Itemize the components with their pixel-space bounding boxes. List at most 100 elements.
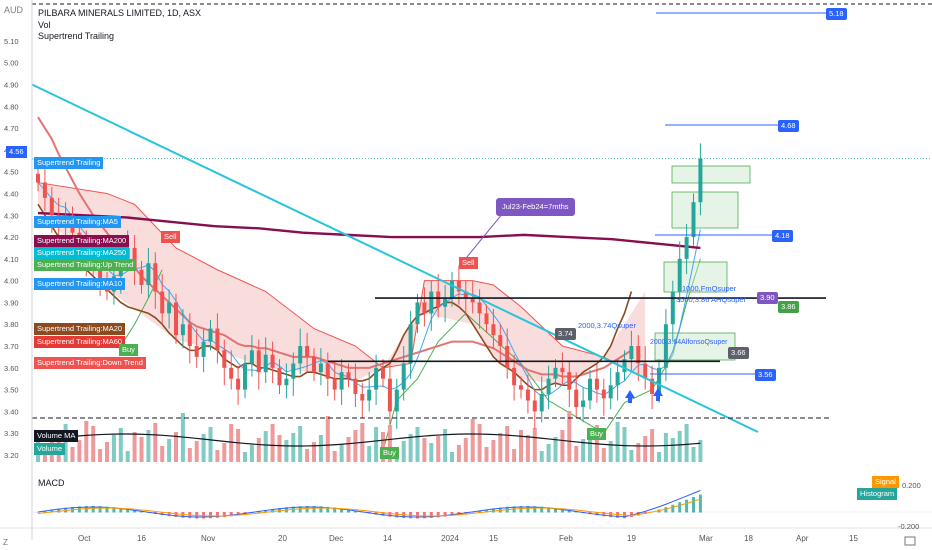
macd-hist-bar: [671, 504, 675, 513]
candle-body: [401, 363, 406, 390]
volume-bar: [581, 439, 586, 462]
volume-bar: [691, 447, 696, 462]
volume-bar: [684, 424, 689, 462]
candle-body: [532, 400, 537, 412]
volume-ma-line: [37, 433, 701, 447]
macd-hist-bar: [347, 509, 350, 513]
volume-bar: [353, 430, 358, 462]
candle-body: [546, 378, 551, 394]
macd-hist-bar: [319, 506, 323, 513]
price-level-label[interactable]: 4.68: [778, 120, 799, 132]
macd-hist-bar: [609, 512, 613, 518]
legend-item[interactable]: Supertrend Trailing:Down Trend: [34, 357, 146, 369]
candle-body: [305, 346, 310, 357]
legend-item[interactable]: Supertrend Trailing: [34, 157, 104, 169]
macd-hist-bar: [326, 506, 330, 513]
macd-hist-bar: [353, 510, 357, 513]
candle-body: [670, 291, 675, 325]
volume-bar: [208, 427, 213, 462]
macd-hist-bar: [678, 502, 682, 513]
macd-panel: [32, 490, 932, 519]
volume-bar: [270, 424, 275, 462]
x-tick-label: Apr: [796, 534, 809, 543]
price-level-label[interactable]: 3.66: [728, 347, 749, 359]
settings-icon: [904, 536, 916, 546]
candle-body: [484, 313, 489, 325]
legend-item[interactable]: Supertrend Trailing:MA60: [34, 336, 126, 348]
macd-hist-bar: [36, 512, 40, 513]
volume-bar: [450, 452, 454, 462]
candle-body: [249, 350, 254, 364]
volume-bar: [436, 436, 441, 462]
macd-hist-bar: [554, 508, 557, 513]
volume-bar: [236, 429, 241, 462]
volume-bar: [325, 416, 330, 462]
price-level-label[interactable]: 3.86: [778, 301, 799, 313]
x-tick-label: 19: [627, 534, 636, 543]
macd-hist-bar: [222, 512, 226, 518]
volume-bar: [601, 448, 606, 462]
legend-item[interactable]: Supertrend Trailing:MA10: [34, 278, 126, 290]
y-tick-label: 4.80: [4, 102, 19, 111]
supertrend-bands: [37, 165, 751, 451]
macd-hist-bar: [119, 507, 123, 513]
ma250-trendline: [31, 83, 759, 433]
macd-hist-bar: [126, 508, 130, 513]
callout-label[interactable]: Jul23-Feb24=7mths: [496, 198, 575, 216]
macd-hist-bar: [105, 506, 109, 513]
macd-label[interactable]: MACD: [38, 478, 65, 488]
candle-body: [456, 280, 461, 292]
candle-body: [160, 291, 165, 314]
macd-line: [37, 490, 701, 518]
macd-hist-bar: [333, 507, 337, 513]
x-tick-label: 14: [383, 534, 392, 543]
legend-item[interactable]: Supertrend Trailing:MA5: [34, 216, 121, 228]
candle-body: [284, 378, 289, 386]
legend-item[interactable]: Volume MA: [34, 430, 79, 442]
price-level-label[interactable]: 4.18: [772, 230, 793, 242]
price-level-label[interactable]: 3.56: [755, 369, 776, 381]
y-tick-label: 3.30: [4, 429, 19, 438]
macd-hist-bar: [540, 506, 544, 513]
y-tick-label: 5.00: [4, 59, 19, 68]
candle-body: [201, 341, 206, 357]
volume-bar: [408, 434, 413, 462]
volume-bar: [229, 424, 234, 462]
price-level-label[interactable]: 3.90: [757, 292, 778, 304]
y-tick-label: 4.30: [4, 211, 19, 220]
indicator-supertrend[interactable]: Supertrend Trailing: [38, 31, 115, 41]
candle-body: [574, 389, 579, 408]
candle-body: [415, 302, 420, 325]
volume-bar: [249, 445, 254, 462]
price-level-label[interactable]: 3.74: [555, 328, 576, 340]
candle-body: [208, 328, 213, 342]
candle-body: [498, 335, 503, 347]
candle-body: [629, 346, 634, 360]
volume-bar: [588, 432, 592, 462]
x-tick-label: 20: [278, 534, 287, 543]
candle-body: [49, 197, 54, 216]
candle-body: [312, 356, 316, 373]
legend-item[interactable]: Volume: [34, 443, 66, 455]
candle-body: [277, 367, 282, 386]
candle-body: [256, 350, 261, 373]
volume-bar: [443, 429, 448, 462]
candle-body: [525, 389, 530, 401]
candle-body: [601, 389, 606, 399]
macd-hist-bar: [443, 512, 447, 517]
macd-hist-bar: [567, 510, 571, 513]
price-level-label[interactable]: 5.18: [826, 8, 847, 20]
indicator-vol[interactable]: Vol: [38, 20, 51, 30]
macd-hist-bar: [43, 510, 47, 513]
candle-body: [367, 389, 372, 401]
legend-item[interactable]: Supertrend Trailing:Up Trend: [34, 259, 137, 271]
macd-hist-bar: [202, 512, 206, 519]
volume-bar: [98, 449, 103, 462]
volume-bar: [125, 451, 130, 462]
candle-body: [229, 367, 234, 379]
legend-item[interactable]: Supertrend Trailing:MA20: [34, 323, 126, 335]
macd-hist-bar: [298, 506, 302, 513]
legend-item[interactable]: Supertrend Trailing:MA250: [34, 247, 130, 259]
legend-item[interactable]: Supertrend Trailing:MA200: [34, 235, 130, 247]
